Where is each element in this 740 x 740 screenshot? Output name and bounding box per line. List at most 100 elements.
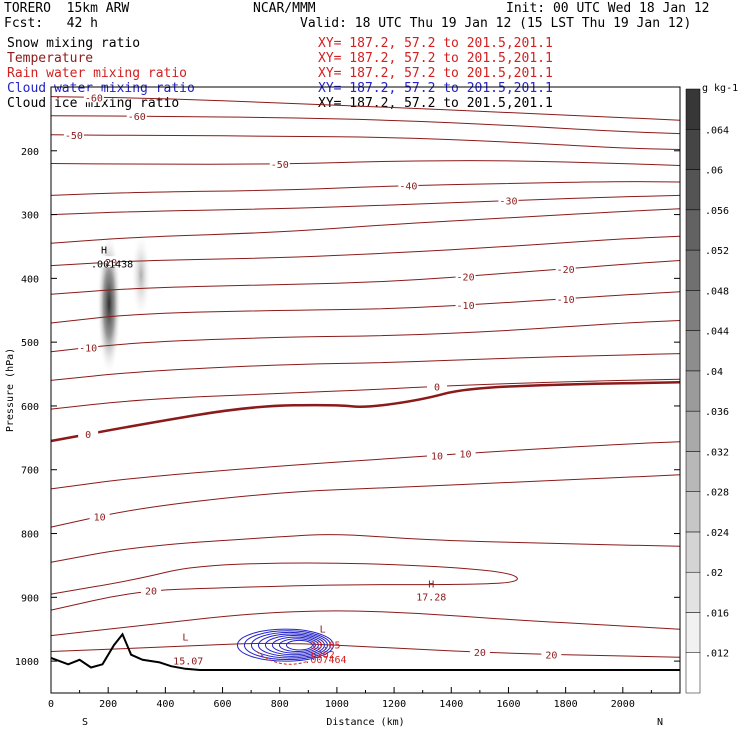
extremum-label-4: L bbox=[320, 624, 326, 635]
contour-label-18: 20 bbox=[474, 648, 486, 659]
temperature-contour-4 bbox=[50, 181, 681, 196]
temperature-contour-6 bbox=[50, 208, 681, 244]
temperature-contours bbox=[50, 96, 681, 658]
contour-label-13: 0 bbox=[85, 430, 91, 441]
contour-label-bg-18 bbox=[469, 646, 490, 658]
colorbar-swatch-6 bbox=[685, 410, 701, 452]
extremum-label-2: H bbox=[428, 580, 434, 591]
field-name-rain: Rain water mixing ratio bbox=[7, 66, 188, 81]
colorbar-swatch-7 bbox=[685, 370, 701, 412]
model-title: TORERO 15km ARW bbox=[4, 1, 130, 16]
x-tick-label-0: 0 bbox=[48, 699, 54, 710]
contour-label-5: -30 bbox=[499, 197, 517, 208]
y-tick-label-5: 700 bbox=[21, 466, 39, 477]
cloud-water-contour-0 bbox=[236, 628, 334, 662]
contour-label-bg-3 bbox=[269, 158, 290, 170]
contour-label-14: 10 bbox=[431, 451, 443, 462]
temperature-contour-1 bbox=[50, 115, 681, 135]
x-tick-label-9: 1800 bbox=[554, 699, 578, 710]
colorbar-swatch-12 bbox=[685, 169, 701, 211]
cloud-water-contour-5 bbox=[271, 636, 319, 654]
temperature-contour-3 bbox=[50, 160, 681, 166]
field-xy-snow: XY= 187.2, 57.2 to 201.5,201.1 bbox=[318, 36, 553, 51]
field-xy-cloud-ice: XY= 187.2, 57.2 to 201.5,201.1 bbox=[318, 96, 553, 111]
contour-label-bg-13 bbox=[78, 428, 99, 440]
contour-label-8: -20 bbox=[557, 265, 575, 276]
colorbar-tick-3: .024 bbox=[705, 528, 729, 539]
colorbar-tick-7: .04 bbox=[705, 367, 723, 378]
colorbar-tick-1: .016 bbox=[705, 608, 729, 619]
contour-labels: -60 -60 -50 -50 -40 -30 -20 -20 -20 -10 -10 -10 0 0 10… bbox=[63, 91, 576, 667]
x-tick-label-4: 800 bbox=[271, 699, 289, 710]
contour-label-19: 20 bbox=[545, 650, 557, 661]
extremum-label-3: 17.28 bbox=[416, 593, 446, 604]
center-label: NCAR/MMM bbox=[253, 1, 316, 16]
colorbar-swatch-2 bbox=[685, 571, 701, 613]
colorbar-tick-13: .064 bbox=[705, 125, 729, 136]
temperature-contour-2 bbox=[50, 134, 681, 150]
y-tick-label-8: 1000 bbox=[15, 657, 39, 668]
init-time: Init: 00 UTC Wed 18 Jan 12 bbox=[506, 1, 710, 16]
colorbar-swatch-14 bbox=[685, 88, 701, 130]
x-axis-label: Distance (km) bbox=[326, 717, 404, 728]
field-name-snow: Snow mixing ratio bbox=[7, 36, 141, 51]
contour-label-0: -60 bbox=[85, 93, 103, 104]
temperature-contour-18 bbox=[50, 610, 681, 637]
x-end-label-south: S bbox=[82, 717, 88, 728]
extremum-label-0: L bbox=[182, 633, 188, 644]
colorbar-tick-0: .012 bbox=[705, 649, 729, 660]
cloud-water-contours bbox=[236, 628, 334, 665]
field-xy-rain: XY= 187.2, 57.2 to 201.5,201.1 bbox=[318, 66, 553, 81]
contour-label-6: -20 bbox=[99, 258, 117, 269]
cloud-water-contour-1 bbox=[243, 630, 331, 661]
contour-label-bg-7 bbox=[455, 270, 476, 282]
contour-label-bg-19 bbox=[541, 648, 562, 660]
y-axis-label: Pressure (hPa) bbox=[5, 348, 16, 432]
field-name-temperature: Temperature bbox=[7, 51, 94, 66]
colorbar: .012 .016 .02 .024 .028 .032 .036 .04 .044 .048 .0… bbox=[685, 83, 738, 694]
colorbar-tick-11: .056 bbox=[705, 206, 729, 217]
contour-label-17: 20 bbox=[145, 586, 157, 597]
colorbar-swatch-10 bbox=[685, 249, 701, 291]
contour-label-bg-12 bbox=[426, 380, 447, 392]
colorbar-swatch-8 bbox=[685, 330, 701, 372]
snow-core bbox=[97, 231, 122, 376]
colorbar-tick-2: .02 bbox=[705, 568, 723, 579]
colorbar-tick-12: .06 bbox=[705, 166, 723, 177]
contour-label-2: -50 bbox=[65, 131, 83, 142]
x-tick-label-2: 400 bbox=[156, 699, 174, 710]
temperature-contour-11 bbox=[50, 353, 681, 381]
field-name-cloud-water: Cloud water mixing ratio bbox=[7, 81, 195, 96]
snow-secondary bbox=[131, 230, 152, 321]
colorbar-unit: g kg-1 bbox=[702, 83, 738, 94]
contour-label-3: -50 bbox=[271, 160, 289, 171]
contour-label-4: -40 bbox=[399, 182, 417, 193]
colorbar-swatch-0 bbox=[685, 652, 701, 694]
field-name-cloud-ice: Cloud ice mixing ratio bbox=[7, 96, 180, 111]
temperature-contour-19 bbox=[50, 642, 681, 658]
y-tick-label-3: 500 bbox=[21, 338, 39, 349]
temperature-contour-10 bbox=[50, 320, 681, 353]
temperature-contour-14 bbox=[50, 441, 681, 490]
colorbar-swatch-3 bbox=[685, 531, 701, 573]
contour-label-7: -20 bbox=[457, 272, 475, 283]
temperature-contour-0 bbox=[50, 96, 681, 121]
contour-label-10: -10 bbox=[557, 295, 575, 306]
field-xy-cloud-water: XY= 187.2, 57.2 to 201.5,201.1 bbox=[318, 81, 553, 96]
contour-label-15: 10 bbox=[460, 449, 472, 460]
contour-label-bg-4 bbox=[398, 179, 419, 191]
colorbar-swatch-5 bbox=[685, 451, 701, 492]
colorbar-swatch-4 bbox=[685, 491, 701, 533]
contour-label-bg-17 bbox=[141, 584, 162, 596]
contour-label-12: 0 bbox=[434, 382, 440, 393]
y-tick-label-2: 400 bbox=[21, 274, 39, 285]
x-tick-label-6: 1200 bbox=[382, 699, 406, 710]
colorbar-tick-8: .044 bbox=[705, 327, 729, 338]
contour-label-bg-10 bbox=[555, 292, 576, 304]
terrain-line bbox=[50, 632, 680, 671]
contour-label-bg-15 bbox=[455, 447, 476, 459]
contour-label-bg-5 bbox=[498, 194, 519, 206]
freezing-level-contour-0 bbox=[50, 381, 681, 443]
temperature-contour-13 bbox=[50, 381, 681, 442]
